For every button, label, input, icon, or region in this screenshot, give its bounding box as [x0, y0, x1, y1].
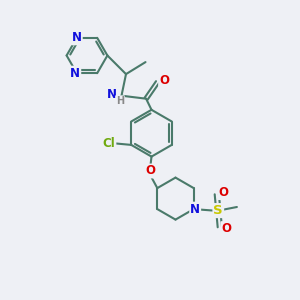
Text: O: O — [221, 222, 231, 235]
Text: N: N — [72, 31, 82, 44]
Text: O: O — [145, 164, 155, 178]
Text: O: O — [159, 74, 169, 87]
Text: O: O — [218, 186, 228, 199]
Text: N: N — [107, 88, 117, 101]
Text: Cl: Cl — [103, 137, 116, 150]
Text: H: H — [116, 96, 124, 106]
Text: S: S — [214, 204, 223, 217]
Text: N: N — [70, 67, 80, 80]
Text: N: N — [190, 202, 200, 216]
